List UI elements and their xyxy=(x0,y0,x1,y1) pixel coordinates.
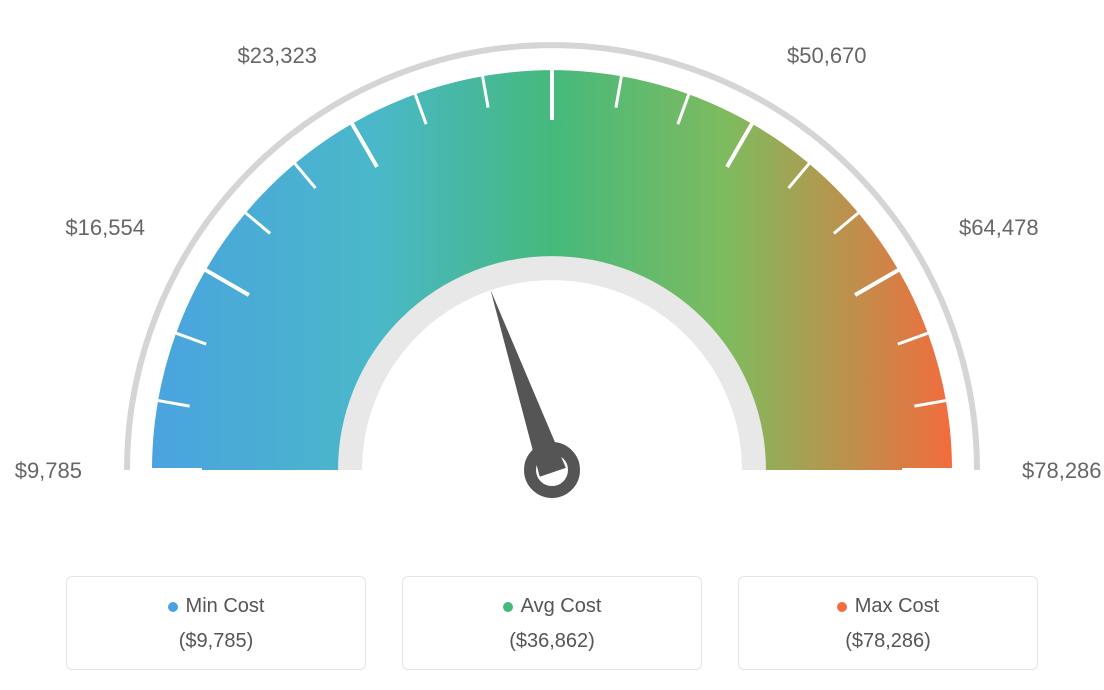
legend-min-label: Min Cost xyxy=(186,595,265,618)
gauge-svg: $9,785 $16,554 $23,323 $36,862 $50,670 $64,47… xyxy=(0,0,1104,540)
legend-avg-title: Avg Cost xyxy=(503,595,602,618)
legend-min-title: Min Cost xyxy=(168,595,265,618)
gauge-tick-label: $50,670 xyxy=(787,43,867,68)
gauge-tick-label: $23,323 xyxy=(237,43,317,68)
min-dot-icon xyxy=(168,602,178,612)
legend-avg-card: Avg Cost ($36,862) xyxy=(402,576,702,670)
legend-min-value: ($9,785) xyxy=(77,630,355,653)
legend-min-card: Min Cost ($9,785) xyxy=(66,576,366,670)
gauge-tick-label: $36,862 xyxy=(512,0,592,1)
gauge-tick-label: $16,554 xyxy=(65,215,145,240)
gauge-tick-label: $64,478 xyxy=(959,215,1039,240)
legend-max-value: ($78,286) xyxy=(749,630,1027,653)
avg-dot-icon xyxy=(503,602,513,612)
gauge-needle xyxy=(491,290,574,492)
legend-avg-label: Avg Cost xyxy=(521,595,602,618)
legend-max-label: Max Cost xyxy=(855,595,939,618)
gauge-tick-label: $9,785 xyxy=(15,458,82,483)
legend-avg-value: ($36,862) xyxy=(413,630,691,653)
max-dot-icon xyxy=(837,602,847,612)
legend-max-card: Max Cost ($78,286) xyxy=(738,576,1038,670)
legend-max-title: Max Cost xyxy=(837,595,939,618)
cost-gauge-chart: $9,785 $16,554 $23,323 $36,862 $50,670 $64,47… xyxy=(0,0,1104,690)
legend-row: Min Cost ($9,785) Avg Cost ($36,862) Max… xyxy=(0,576,1104,670)
gauge-tick-label: $78,286 xyxy=(1022,458,1102,483)
